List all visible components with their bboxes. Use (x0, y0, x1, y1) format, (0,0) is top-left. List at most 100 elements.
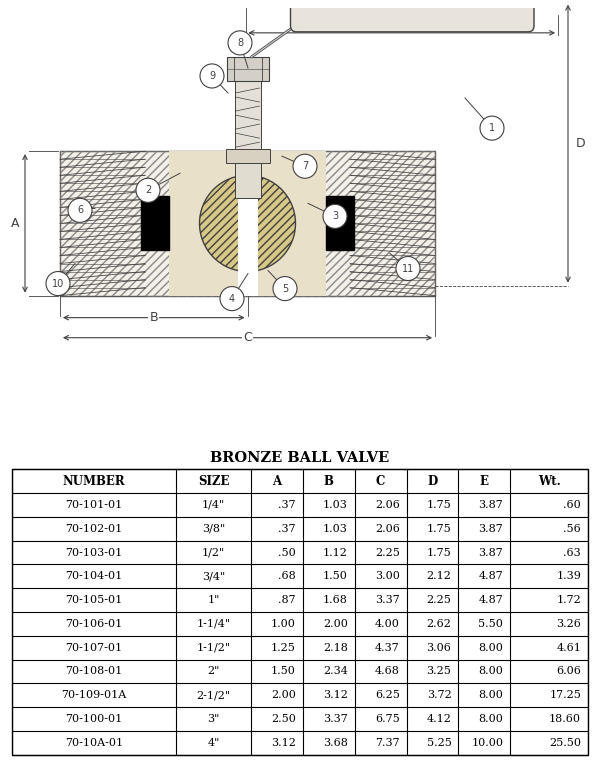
Bar (326, 197, 354, 250)
Text: 1.75: 1.75 (427, 524, 451, 534)
Bar (169, 152, 326, 295)
Bar (60, 152, 435, 295)
Text: D: D (427, 475, 437, 488)
Text: 3.37: 3.37 (375, 595, 400, 605)
Text: 4.68: 4.68 (375, 667, 400, 677)
Text: C: C (243, 331, 252, 344)
Text: D: D (576, 138, 586, 150)
Text: 1.25: 1.25 (271, 643, 296, 653)
Text: A: A (272, 475, 281, 488)
Text: 2.00: 2.00 (271, 690, 296, 700)
Text: E: E (480, 475, 489, 488)
Text: 1.75: 1.75 (427, 548, 451, 558)
Text: 1.50: 1.50 (323, 571, 348, 581)
Circle shape (293, 154, 317, 178)
Text: 3.12: 3.12 (323, 690, 348, 700)
Text: BRONZE BALL VALVE: BRONZE BALL VALVE (211, 451, 389, 465)
Text: .56: .56 (563, 524, 581, 534)
Text: 70-105-01: 70-105-01 (65, 595, 123, 605)
Bar (226, 149, 269, 163)
Text: 1-1/2": 1-1/2" (197, 643, 230, 653)
Text: 3": 3" (208, 714, 220, 724)
Text: 4.12: 4.12 (427, 714, 451, 724)
Text: 2.12: 2.12 (427, 571, 451, 581)
Text: 8.00: 8.00 (478, 667, 503, 677)
Text: 4.87: 4.87 (479, 571, 503, 581)
Text: 3.37: 3.37 (323, 714, 348, 724)
FancyBboxPatch shape (290, 2, 534, 32)
Circle shape (273, 277, 297, 301)
Text: 8.00: 8.00 (478, 690, 503, 700)
Text: 70-103-01: 70-103-01 (65, 548, 123, 558)
Text: 25.50: 25.50 (549, 737, 581, 747)
Text: E: E (398, 16, 406, 29)
Text: 17.25: 17.25 (549, 690, 581, 700)
Text: 1/2": 1/2" (202, 548, 225, 558)
Text: 10: 10 (52, 279, 64, 288)
Text: NUMBER: NUMBER (63, 475, 125, 488)
Text: 1.12: 1.12 (323, 548, 348, 558)
Circle shape (323, 204, 347, 228)
Text: 1.39: 1.39 (556, 571, 581, 581)
Text: .60: .60 (563, 500, 581, 510)
Text: 3: 3 (332, 211, 338, 221)
Text: 70-107-01: 70-107-01 (65, 643, 122, 653)
Text: 4.37: 4.37 (375, 643, 400, 653)
Bar (235, 152, 260, 198)
Bar (60, 152, 435, 295)
Text: 1.03: 1.03 (323, 524, 348, 534)
Text: 1.03: 1.03 (323, 500, 348, 510)
Text: 1.68: 1.68 (323, 595, 348, 605)
Text: .50: .50 (278, 548, 296, 558)
Text: B: B (324, 475, 334, 488)
Text: 70-104-01: 70-104-01 (65, 571, 123, 581)
Text: 2.18: 2.18 (323, 643, 348, 653)
Text: 70-101-01: 70-101-01 (65, 500, 123, 510)
Text: 3.26: 3.26 (556, 618, 581, 629)
Text: 1.00: 1.00 (271, 618, 296, 629)
Text: 4.87: 4.87 (479, 595, 503, 605)
Bar (227, 57, 269, 81)
Text: 2.06: 2.06 (375, 500, 400, 510)
Text: 3.87: 3.87 (479, 548, 503, 558)
Text: 1: 1 (489, 123, 495, 133)
Text: 2.62: 2.62 (427, 618, 451, 629)
Text: 3.00: 3.00 (375, 571, 400, 581)
Text: A: A (11, 217, 19, 230)
Text: 6.25: 6.25 (375, 690, 400, 700)
Text: 2.25: 2.25 (427, 595, 451, 605)
Circle shape (200, 64, 224, 88)
Text: 70-10A-01: 70-10A-01 (65, 737, 123, 747)
Text: 2.25: 2.25 (375, 548, 400, 558)
Text: 3/4": 3/4" (202, 571, 225, 581)
Circle shape (480, 116, 504, 140)
Text: 1": 1" (208, 595, 220, 605)
Bar (235, 81, 260, 152)
Text: 3.12: 3.12 (271, 737, 296, 747)
Text: 4.61: 4.61 (556, 643, 581, 653)
Text: .37: .37 (278, 500, 296, 510)
Text: 5: 5 (282, 284, 288, 294)
Text: Wt.: Wt. (538, 475, 560, 488)
Text: 1-1/4": 1-1/4" (197, 618, 230, 629)
Text: 3.68: 3.68 (323, 737, 348, 747)
Circle shape (136, 178, 160, 202)
Bar (238, 152, 257, 295)
Text: 4": 4" (208, 737, 220, 747)
Text: 2.50: 2.50 (271, 714, 296, 724)
Text: 9: 9 (209, 71, 215, 81)
Text: 2.00: 2.00 (323, 618, 348, 629)
Text: 11: 11 (402, 263, 414, 274)
Text: 1.50: 1.50 (271, 667, 296, 677)
Bar (141, 197, 169, 250)
Text: 2-1/2": 2-1/2" (197, 690, 230, 700)
Text: 2: 2 (145, 185, 151, 195)
Text: 8.00: 8.00 (478, 643, 503, 653)
Text: 5.50: 5.50 (478, 618, 503, 629)
Text: 1.75: 1.75 (427, 500, 451, 510)
Text: 2.34: 2.34 (323, 667, 348, 677)
Text: .68: .68 (278, 571, 296, 581)
Text: 5.25: 5.25 (427, 737, 451, 747)
Text: B: B (149, 311, 158, 324)
Text: C: C (376, 475, 385, 488)
